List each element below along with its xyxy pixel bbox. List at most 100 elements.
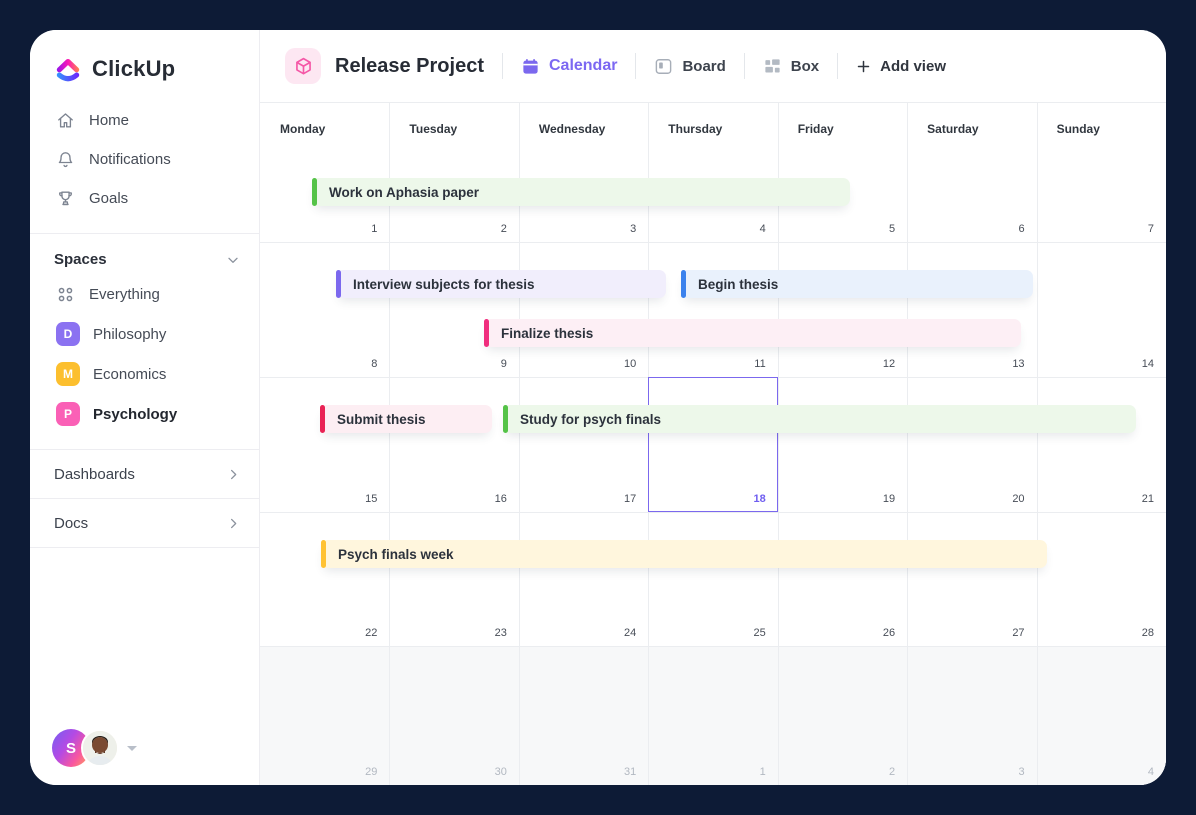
- sidebar-item-psychology[interactable]: P Psychology: [30, 394, 259, 434]
- next-month-row-background: [260, 646, 1166, 785]
- date-label: 31: [624, 766, 637, 778]
- event-label: Submit thesis: [337, 411, 426, 427]
- sidebar-item-docs[interactable]: Docs: [30, 499, 259, 547]
- sidebar-item-everything[interactable]: Everything: [30, 274, 259, 314]
- calendar-cell[interactable]: 27: [907, 512, 1036, 646]
- event-accent-bar: [336, 270, 341, 298]
- calendar-icon: [521, 57, 540, 76]
- event-study-for-psych-finals[interactable]: Study for psych finals: [503, 405, 1136, 433]
- calendar-cell[interactable]: 30: [389, 646, 518, 785]
- date-label: 14: [1141, 358, 1154, 370]
- calendar-cell[interactable]: 19: [778, 377, 907, 512]
- calendar-cell[interactable]: 3: [519, 103, 648, 242]
- sidebar-divider: [30, 547, 259, 548]
- tab-calendar[interactable]: Calendar: [521, 57, 617, 76]
- sidebar-item-label: Notifications: [89, 151, 171, 168]
- date-label: 22: [365, 627, 378, 639]
- calendar-cell[interactable]: 21: [1037, 377, 1166, 512]
- sidebar-item-notifications[interactable]: Notifications: [30, 140, 259, 179]
- main-panel: Release Project Calendar: [260, 30, 1166, 785]
- clickup-wordmark: ClickUp: [92, 56, 176, 81]
- event-finalize-thesis[interactable]: Finalize thesis: [484, 319, 1021, 347]
- grid-line-vertical: [777, 103, 779, 785]
- grid-line-horizontal: [260, 242, 1166, 243]
- calendar-cell[interactable]: 4: [1037, 646, 1166, 785]
- today-cell-outline: [648, 377, 778, 512]
- home-icon: [56, 111, 75, 130]
- grid-line-vertical: [1036, 103, 1038, 785]
- clickup-logo[interactable]: ClickUp: [30, 30, 259, 83]
- calendar-cell[interactable]: 9: [389, 242, 518, 377]
- date-label: 9: [500, 358, 507, 370]
- date-label: 26: [882, 627, 896, 639]
- sidebar-item-economics[interactable]: M Economics: [30, 354, 259, 394]
- calendar-cell[interactable]: 25: [648, 512, 777, 646]
- calendar-cell[interactable]: 14: [1037, 242, 1166, 377]
- sidebar-item-label: Goals: [89, 190, 129, 207]
- sidebar-item-dashboards[interactable]: Dashboards: [30, 450, 259, 498]
- calendar-cell[interactable]: 10: [519, 242, 648, 377]
- avatar-photo: [81, 729, 119, 767]
- calendar-cell[interactable]: 16: [389, 377, 518, 512]
- calendar-cell[interactable]: 4: [648, 103, 777, 242]
- calendar-cell[interactable]: 2: [389, 103, 518, 242]
- event-label: Psych finals week: [338, 546, 454, 562]
- calendar-cell[interactable]: 26: [778, 512, 907, 646]
- date-label: 13: [1012, 358, 1025, 370]
- grid-dots-icon: [55, 284, 76, 305]
- view-toolbar: Release Project Calendar: [260, 30, 1166, 103]
- event-begin-thesis[interactable]: Begin thesis: [681, 270, 1033, 298]
- date-label: 2: [889, 766, 896, 778]
- calendar-cell[interactable]: 20: [907, 377, 1036, 512]
- calendar-cell[interactable]: 6: [907, 103, 1036, 242]
- sidebar-item-label: Dashboards: [54, 465, 135, 483]
- sidebar-item-philosophy[interactable]: D Philosophy: [30, 314, 259, 354]
- cube-icon: [293, 56, 314, 77]
- calendar-cell[interactable]: 1: [648, 646, 777, 785]
- sidebar-item-goals[interactable]: Goals: [30, 179, 259, 218]
- clickup-logo-icon: [54, 55, 82, 83]
- date-label: 29: [365, 766, 378, 778]
- calendar-cell[interactable]: 1: [260, 103, 389, 242]
- calendar-cell[interactable]: 18: [648, 377, 777, 512]
- event-submit-thesis[interactable]: Submit thesis: [320, 405, 492, 433]
- event-label: Interview subjects for thesis: [353, 276, 535, 292]
- add-view-button[interactable]: Add view: [856, 58, 946, 75]
- calendar-cell[interactable]: 2: [778, 646, 907, 785]
- calendar-cell[interactable]: 5: [778, 103, 907, 242]
- sidebar-item-home[interactable]: Home: [30, 101, 259, 140]
- date-label: 7: [1147, 223, 1154, 235]
- calendar-cell[interactable]: 24: [519, 512, 648, 646]
- calendar-cell[interactable]: 11: [648, 242, 777, 377]
- calendar-cell[interactable]: 23: [389, 512, 518, 646]
- calendar-cell[interactable]: 22: [260, 512, 389, 646]
- day-header-thursday: Thursday: [668, 122, 723, 136]
- tab-box[interactable]: Box: [763, 57, 819, 76]
- calendar-cell[interactable]: 29: [260, 646, 389, 785]
- chevron-right-icon: [226, 516, 241, 531]
- bell-icon: [56, 150, 75, 169]
- toolbar-separator: [635, 53, 637, 79]
- page-title: Release Project: [335, 54, 484, 77]
- spaces-header[interactable]: Spaces: [30, 234, 259, 274]
- space-badge-psychology: P: [56, 402, 80, 426]
- calendar-cell[interactable]: 3: [907, 646, 1036, 785]
- calendar-cell[interactable]: 7: [1037, 103, 1166, 242]
- calendar-cell[interactable]: 17: [519, 377, 648, 512]
- calendar-cell[interactable]: 15: [260, 377, 389, 512]
- calendar-cell[interactable]: 28: [1037, 512, 1166, 646]
- event-label: Work on Aphasia paper: [329, 184, 480, 200]
- tab-board[interactable]: Board: [654, 57, 726, 76]
- calendar-cell[interactable]: 31: [519, 646, 648, 785]
- grid-line-horizontal: [260, 646, 1166, 647]
- user-menu[interactable]: S: [52, 729, 137, 767]
- event-label: Study for psych finals: [520, 411, 662, 427]
- event-accent-bar: [681, 270, 686, 298]
- event-work-on-aphasia-paper[interactable]: Work on Aphasia paper: [312, 178, 850, 206]
- calendar-cell[interactable]: 12: [778, 242, 907, 377]
- calendar-cell[interactable]: 8: [260, 242, 389, 377]
- grid-line-vertical: [518, 103, 520, 785]
- event-psych-finals-week[interactable]: Psych finals week: [321, 540, 1047, 568]
- calendar-cell[interactable]: 13: [907, 242, 1036, 377]
- event-interview-subjects-for-thesis[interactable]: Interview subjects for thesis: [336, 270, 666, 298]
